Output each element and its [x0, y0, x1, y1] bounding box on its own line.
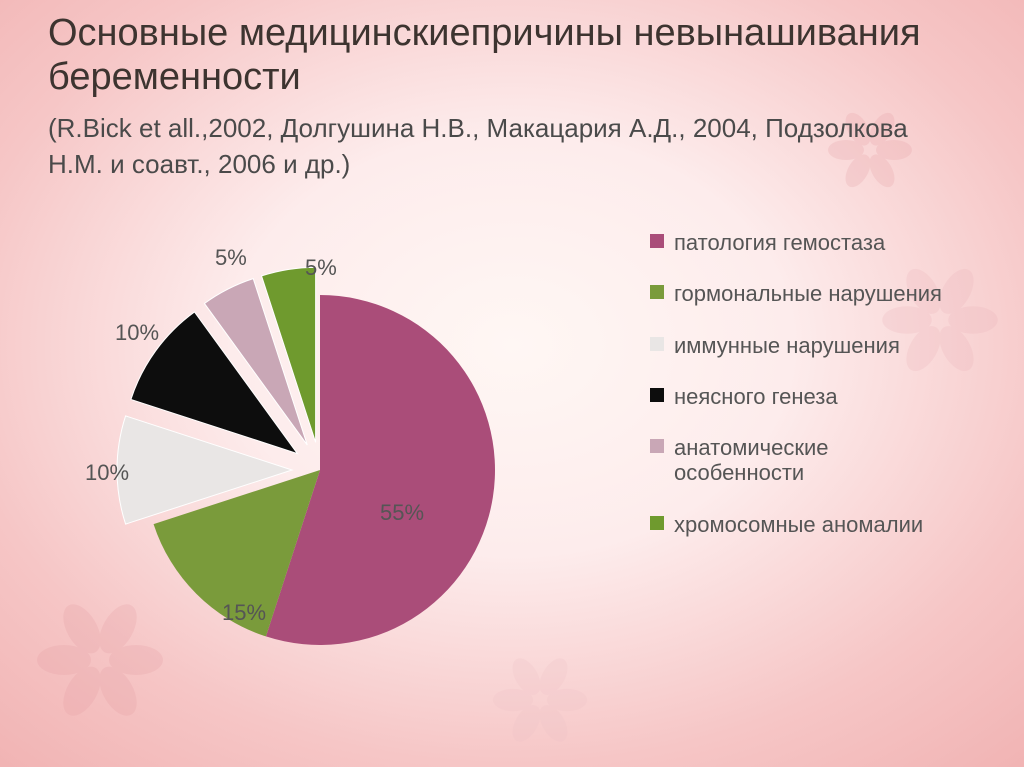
pie-chart [90, 210, 610, 730]
legend-swatch [650, 439, 664, 453]
legend-swatch [650, 516, 664, 530]
legend-item: иммунные нарушения [650, 333, 960, 358]
legend-item: патология гемостаза [650, 230, 960, 255]
slice-value-label: 10% [85, 460, 129, 486]
legend-item: анатомические особенности [650, 435, 960, 486]
slide-subtitle: (R.Bick et all.,2002, Долгушина Н.В., Ма… [48, 110, 968, 183]
legend-swatch [650, 234, 664, 248]
legend-swatch [650, 337, 664, 351]
slice-value-label: 5% [215, 245, 247, 271]
legend-item: хромосомные аномалии [650, 512, 960, 537]
slide-root: Основные медицинскиепричины невынашивани… [0, 0, 1024, 767]
legend-label: неясного генеза [674, 384, 838, 409]
legend-swatch [650, 285, 664, 299]
chart-legend: патология гемостаза гормональные нарушени… [650, 230, 960, 563]
legend-label: анатомические особенности [674, 435, 960, 486]
pie-chart-container: 55% 15% 10% 10% 5% 5% патология гемостаза горм… [70, 180, 970, 700]
legend-label: иммунные нарушения [674, 333, 900, 358]
slice-value-label: 5% [305, 255, 337, 281]
legend-label: гормональные нарушения [674, 281, 942, 306]
legend-item: гормональные нарушения [650, 281, 960, 306]
legend-label: патология гемостаза [674, 230, 885, 255]
legend-swatch [650, 388, 664, 402]
slice-value-label: 15% [222, 600, 266, 626]
slice-value-label: 10% [115, 320, 159, 346]
legend-item: неясного генеза [650, 384, 960, 409]
slice-value-label: 55% [380, 500, 424, 526]
legend-label: хромосомные аномалии [674, 512, 923, 537]
slide-title: Основные медицинскиепричины невынашивани… [48, 12, 968, 99]
